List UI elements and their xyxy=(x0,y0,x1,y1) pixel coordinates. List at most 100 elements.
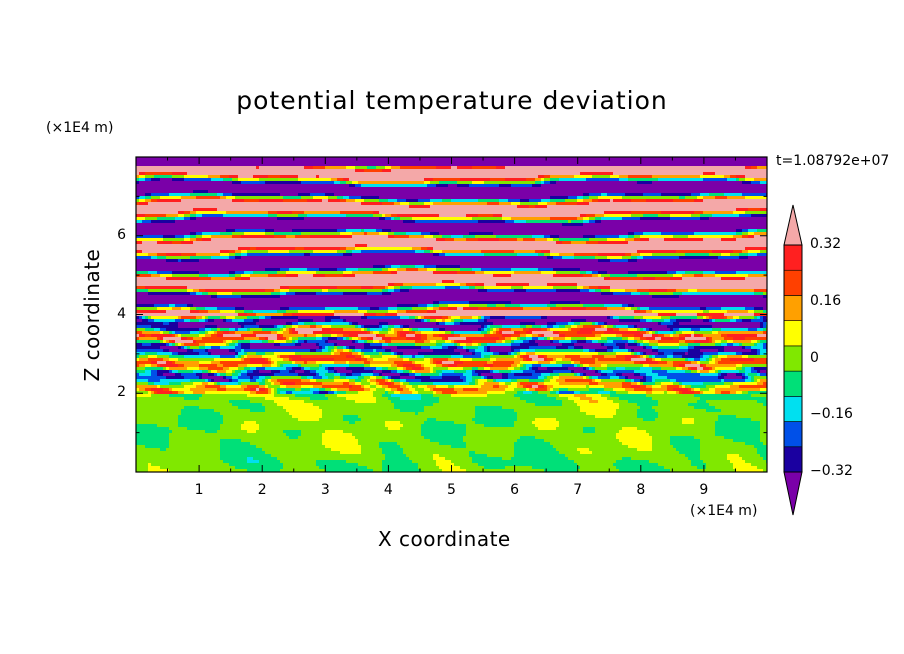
contour-cell xyxy=(724,337,734,341)
contour-cell xyxy=(649,289,668,293)
contour-cell xyxy=(637,448,653,452)
contour-cell xyxy=(424,250,431,254)
contour-cell xyxy=(481,385,494,389)
contour-cell xyxy=(145,217,158,221)
contour-cell xyxy=(421,394,434,398)
contour-cell xyxy=(181,346,185,350)
contour-cell xyxy=(487,343,512,347)
contour-cell xyxy=(583,235,596,239)
contour-cell xyxy=(481,325,485,329)
contour-cell xyxy=(154,304,170,308)
contour-cell xyxy=(640,406,653,410)
contour-cell xyxy=(745,175,767,179)
contour-cell xyxy=(280,334,284,338)
contour-cell xyxy=(412,370,416,374)
contour-cell xyxy=(340,373,347,377)
contour-cell xyxy=(223,415,293,419)
contour-cell xyxy=(535,181,542,185)
contour-cell xyxy=(472,370,476,374)
contour-cell xyxy=(370,328,383,332)
contour-cell xyxy=(505,340,512,344)
contour-cell xyxy=(160,379,191,383)
contour-cell xyxy=(634,316,644,320)
contour-cell xyxy=(550,235,560,239)
contour-cell xyxy=(634,388,653,392)
contour-cell xyxy=(280,469,326,472)
contour-cell xyxy=(634,352,638,356)
contour-cell xyxy=(631,307,638,311)
contour-cell xyxy=(385,349,392,353)
contour-cell xyxy=(169,436,290,440)
contour-cell xyxy=(484,346,488,350)
contour-cell xyxy=(583,325,602,329)
contour-cell xyxy=(280,355,290,359)
contour-cell xyxy=(364,343,371,347)
contour-cell xyxy=(382,343,389,347)
contour-cell xyxy=(214,358,242,362)
contour-cell xyxy=(754,445,767,449)
contour-cell xyxy=(652,253,686,257)
contour-cell xyxy=(694,436,725,440)
contour-cell xyxy=(136,268,266,272)
contour-cell xyxy=(535,250,542,254)
contour-cell xyxy=(184,217,191,221)
contour-cell xyxy=(178,214,185,218)
contour-cell xyxy=(607,322,659,326)
contour-cell xyxy=(559,178,587,182)
contour-cell xyxy=(685,454,701,458)
contour-cell xyxy=(247,373,275,377)
contour-cell xyxy=(376,397,389,401)
contour-cell xyxy=(589,238,608,242)
contour-cell xyxy=(529,346,557,350)
contour-cell xyxy=(448,385,455,389)
contour-cell xyxy=(454,370,467,374)
contour-cell xyxy=(313,385,323,389)
contour-cell xyxy=(361,328,365,332)
contour-cell xyxy=(172,271,200,275)
contour-cell xyxy=(259,337,266,341)
contour-cell xyxy=(598,286,611,290)
colorbar-frame xyxy=(783,244,803,473)
contour-cell xyxy=(268,379,272,383)
contour-cell xyxy=(394,391,401,395)
contour-cell xyxy=(478,289,488,293)
contour-cell xyxy=(259,178,299,182)
contour-cell xyxy=(580,268,767,272)
contour-cell xyxy=(595,361,635,365)
contour-cell xyxy=(604,343,617,347)
contour-cell xyxy=(364,367,377,371)
contour-cell xyxy=(583,346,608,350)
contour-cell xyxy=(598,382,623,386)
contour-cell xyxy=(637,355,641,359)
contour-cell xyxy=(334,358,356,362)
contour-cell xyxy=(217,331,224,335)
contour-cell xyxy=(748,355,767,359)
contour-cell xyxy=(463,307,479,311)
contour-cell xyxy=(136,376,167,380)
contour-cell xyxy=(436,385,449,389)
contour-cell xyxy=(319,346,323,350)
contour-cell xyxy=(391,364,398,368)
contour-cell xyxy=(703,367,710,371)
contour-cell xyxy=(151,394,170,398)
contour-cell xyxy=(466,469,545,472)
contour-cell xyxy=(652,397,701,401)
contour-cell xyxy=(235,196,284,200)
contour-cell xyxy=(208,319,215,323)
contour-cell xyxy=(241,439,323,443)
contour-cell xyxy=(286,337,290,341)
contour-cell xyxy=(472,217,503,221)
contour-cell xyxy=(760,322,764,326)
contour-cell xyxy=(382,325,389,329)
contour-cell xyxy=(514,424,536,428)
contour-cell xyxy=(628,400,659,404)
contour-cell xyxy=(517,238,524,242)
contour-cell xyxy=(715,271,737,275)
contour-cell xyxy=(349,421,356,425)
contour-cell xyxy=(409,328,413,332)
contour-cell xyxy=(136,214,146,218)
contour-cell xyxy=(190,319,200,323)
contour-cell xyxy=(274,325,278,329)
contour-cell xyxy=(421,424,467,428)
contour-cell xyxy=(247,253,305,257)
